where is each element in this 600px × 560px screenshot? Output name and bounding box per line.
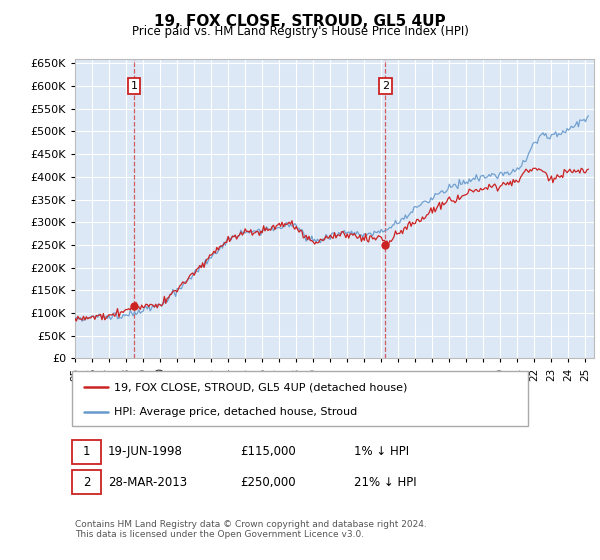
Text: 1: 1 (130, 81, 137, 91)
Text: Price paid vs. HM Land Registry's House Price Index (HPI): Price paid vs. HM Land Registry's House … (131, 25, 469, 38)
Text: 19-JUN-1998: 19-JUN-1998 (108, 445, 183, 459)
Text: 2: 2 (382, 81, 389, 91)
Text: 21% ↓ HPI: 21% ↓ HPI (354, 476, 416, 489)
Text: 19, FOX CLOSE, STROUD, GL5 4UP (detached house): 19, FOX CLOSE, STROUD, GL5 4UP (detached… (114, 382, 407, 393)
Text: 1: 1 (83, 445, 90, 459)
Text: 28-MAR-2013: 28-MAR-2013 (108, 476, 187, 489)
Text: 19, FOX CLOSE, STROUD, GL5 4UP: 19, FOX CLOSE, STROUD, GL5 4UP (154, 14, 446, 29)
Text: £250,000: £250,000 (240, 476, 296, 489)
Text: HPI: Average price, detached house, Stroud: HPI: Average price, detached house, Stro… (114, 407, 357, 417)
Text: £115,000: £115,000 (240, 445, 296, 459)
Text: Contains HM Land Registry data © Crown copyright and database right 2024.
This d: Contains HM Land Registry data © Crown c… (75, 520, 427, 539)
Text: 2: 2 (83, 476, 90, 489)
Text: 1% ↓ HPI: 1% ↓ HPI (354, 445, 409, 459)
